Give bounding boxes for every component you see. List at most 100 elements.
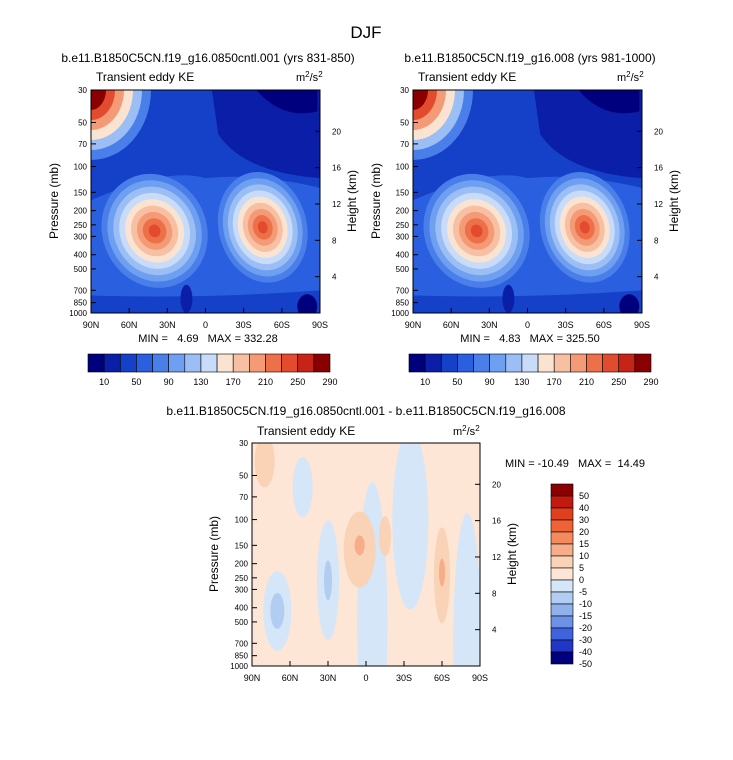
colorbar-label: 210 <box>579 377 594 387</box>
colorbar-swatch <box>232 353 250 373</box>
colorbar-swatch <box>550 651 574 665</box>
colorbar-swatch <box>184 353 202 373</box>
y-tick-label: 70 <box>400 140 409 149</box>
y-tick-label: 250 <box>235 574 249 583</box>
colorbar-swatch <box>136 353 153 373</box>
y-tick-label: 70 <box>78 140 87 149</box>
panel-subtitle: Transient eddy KE <box>257 424 355 438</box>
y2-tick-label: 12 <box>654 200 663 209</box>
colorbar-label: 10 <box>420 377 430 387</box>
colorbar-swatch <box>489 353 507 373</box>
colorbar-swatch <box>473 353 490 373</box>
panel-experiment: b.e11.B1850C5CN.f19_g16.008 (yrs 981-100… <box>369 51 681 387</box>
colorbar-swatch <box>440 353 458 373</box>
negative-anomaly <box>324 560 332 601</box>
y-tick-label: 200 <box>396 207 410 216</box>
y-tick-label: 1000 <box>69 309 87 318</box>
colorbar-label: -30 <box>579 635 592 645</box>
colorbar-swatch <box>550 543 574 557</box>
y2-tick-label: 16 <box>492 517 501 526</box>
x-tick-label: 30S <box>558 320 574 330</box>
y-tick-label: 50 <box>400 118 409 127</box>
colorbar-label: 5 <box>579 563 584 573</box>
colorbar-swatch <box>152 353 169 373</box>
y2-axis-label: Height (km) <box>667 170 681 232</box>
y-tick-label: 1000 <box>391 309 409 318</box>
colorbar-label: 0 <box>579 575 584 585</box>
x-tick-label: 30N <box>481 320 498 330</box>
y2-tick-label: 4 <box>654 273 659 282</box>
colorbar-swatch <box>550 567 574 581</box>
y-tick-label: 100 <box>396 163 410 172</box>
colorbar-swatch <box>297 353 315 373</box>
y-tick-label: 250 <box>74 221 88 230</box>
panel-subtitle: Transient eddy KE <box>418 70 516 84</box>
y-tick-label: 250 <box>396 221 410 230</box>
x-tick-label: 30N <box>159 320 176 330</box>
colorbar-swatch <box>586 353 603 373</box>
y-tick-label: 50 <box>239 471 248 480</box>
colorbar-swatch <box>265 353 282 373</box>
surface-minimum <box>180 284 193 313</box>
y-tick-label: 300 <box>74 232 88 241</box>
negative-anomaly <box>392 443 429 610</box>
x-tick-label: 90N <box>405 320 422 330</box>
y2-tick-label: 20 <box>332 127 341 136</box>
x-tick-label: 90N <box>244 673 261 683</box>
colorbar-label: -15 <box>579 611 592 621</box>
y-tick-label: 30 <box>239 439 248 448</box>
jet-contour <box>470 224 483 238</box>
colorbar-swatch <box>550 531 574 545</box>
field <box>413 90 642 313</box>
colorbar-label: 40 <box>579 503 589 513</box>
y-tick-label: 200 <box>74 207 88 216</box>
jet-contour <box>579 221 590 234</box>
min-max-stats: MIN = -10.49 MAX = 14.49 <box>505 458 645 470</box>
x-tick-label: 30N <box>320 673 337 683</box>
panel-title: b.e11.B1850C5CN.f19_g16.008 (yrs 981-100… <box>404 51 655 65</box>
y2-tick-label: 12 <box>492 553 501 562</box>
y-tick-label: 50 <box>78 118 87 127</box>
units-label: m2/s2 <box>617 70 644 84</box>
surface-minimum <box>297 294 318 313</box>
colorbar: 10 50 90 130 170 210 250 290 <box>408 353 659 387</box>
y-tick-label: 400 <box>396 251 410 260</box>
x-tick-label: 60N <box>282 673 299 683</box>
contour-plot: 90N 60N 30N 0 30S 60S 90S 30 50 70 100 150 200 250 300… <box>69 86 341 330</box>
colorbar-swatch <box>87 353 105 373</box>
y2-tick-label: 16 <box>332 164 341 173</box>
colorbar-swatch <box>570 353 587 373</box>
strat-core <box>578 90 640 114</box>
y-tick-label: 30 <box>400 86 409 95</box>
y-axis-label: Pressure (mb) <box>207 516 221 592</box>
x-tick-label: 60S <box>434 673 450 683</box>
y2-axis-label: Height (km) <box>345 170 359 232</box>
colorbar-swatch <box>119 353 137 373</box>
colorbar-swatch <box>550 507 574 521</box>
y-tick-label: 500 <box>235 618 249 627</box>
min-max-stats: MIN = 4.69 MAX = 332.28 <box>138 333 277 345</box>
colorbar-label: 10 <box>579 551 589 561</box>
y2-tick-label: 20 <box>492 480 501 489</box>
y-tick-label: 1000 <box>230 662 248 671</box>
y-tick-label: 850 <box>396 299 410 308</box>
x-tick-label: 0 <box>203 320 208 330</box>
y2-tick-label: 8 <box>332 236 337 245</box>
colorbar-swatch <box>103 353 121 373</box>
x-tick-label: 60S <box>596 320 612 330</box>
y2-tick-label: 16 <box>654 164 663 173</box>
y-tick-label: 100 <box>74 163 88 172</box>
y-tick-label: 850 <box>74 299 88 308</box>
colorbar-swatch <box>602 353 620 373</box>
colorbar-swatch <box>313 353 331 373</box>
field <box>252 443 480 666</box>
x-tick-label: 90S <box>312 320 328 330</box>
y-tick-label: 70 <box>239 493 248 502</box>
field <box>91 90 320 313</box>
y2-axis-label: Height (km) <box>505 523 519 585</box>
polar-jet-contour <box>413 90 428 110</box>
colorbar-swatch <box>618 353 636 373</box>
colorbar-swatch <box>634 353 652 373</box>
jet-contour <box>148 224 161 238</box>
colorbar-swatch <box>168 353 186 373</box>
